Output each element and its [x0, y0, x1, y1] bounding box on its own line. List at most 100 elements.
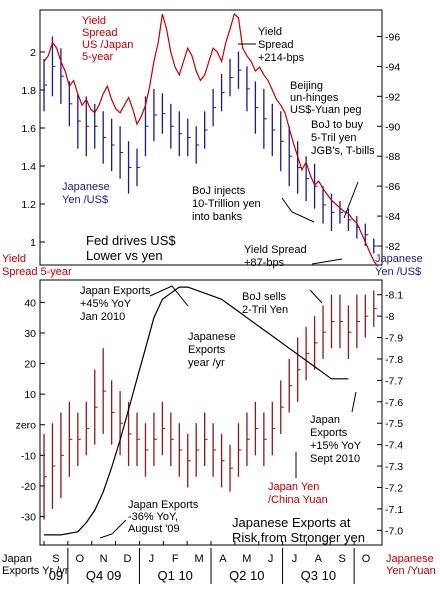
ann-exports-aug-2: -36% YoY,	[128, 511, 178, 523]
x-month-label: O	[362, 553, 371, 565]
x-month-label: J	[292, 553, 298, 565]
yield-spread-line	[43, 12, 379, 268]
bottom-right-tick-label: -7.9	[385, 333, 403, 345]
left-axis-title-top-1: Yield	[2, 253, 26, 265]
ann-boj-buy-3: JGB's, T-bills	[311, 145, 375, 157]
x-month-label: O	[76, 553, 85, 565]
ann-yen-yuan-2: /China Yuan	[268, 494, 328, 506]
ann-japanese-yen-2: Yen /US$	[62, 194, 108, 206]
top-right-tick-label: -96	[385, 31, 400, 43]
ann-fed-drives-2: Lower vs yen	[86, 248, 163, 263]
ann-exports-yr-2: Exports	[188, 344, 226, 356]
top-left-tick-label: 1.2	[21, 199, 36, 211]
ann-exports-aug-3: August '09	[128, 523, 180, 535]
ann-yield-spread-2: Spread	[82, 27, 117, 39]
top-right-tick-label: -94	[385, 61, 400, 73]
x-month-label: M	[242, 553, 251, 565]
ann-exports-sept-2: Exports	[310, 427, 348, 439]
x-quarter-label: Q4 09	[86, 568, 121, 583]
bottom-right-tick-label: -8	[385, 311, 394, 323]
bottom-right-tick-label: -7.6	[385, 397, 403, 409]
ann-yield-spread-3: US /Japan	[82, 39, 133, 51]
x-quarter-label: 09	[49, 568, 63, 583]
x-month-label: S	[339, 553, 346, 565]
ann-boj-buy-2: 5-Tril yen	[311, 132, 356, 144]
japan-exports-line	[44, 286, 349, 536]
ann-risk-1: Japanese Exports at	[232, 515, 351, 530]
ann-exports-sept-1: Japan	[310, 414, 340, 426]
top-left-tick-label: 1.8	[21, 85, 36, 97]
ann-boj-sells-2: 2-Tril Yen	[242, 304, 288, 316]
ann-spread-214-2: Spread	[258, 39, 293, 51]
top-left-tick-label: 1	[30, 237, 36, 249]
ann-yen-yuan-1: Japan Yen	[268, 481, 319, 493]
ann-yield-spread-4: 5-year	[82, 51, 114, 63]
ann-exports-aug-1: Japan Exports	[128, 499, 199, 511]
x-month-label: J	[268, 553, 274, 565]
top-right-tick-label: -82	[385, 241, 400, 253]
ann-boj-sells-1: BoJ sells	[242, 291, 287, 303]
bottom-right-tick-label: -7.4	[385, 440, 403, 452]
ann-spread-87-1: Yield Spread	[244, 244, 307, 256]
ann-exports-jan-3: Jan 2010	[80, 311, 125, 323]
right-axis-title-top-1: Japanese	[375, 253, 423, 265]
bottom-left-tick-label: 10	[24, 389, 36, 401]
right-axis-title-bottom-2: Yen /Yuan	[386, 565, 436, 577]
ann-spread-87-2: +87-bps	[244, 257, 285, 269]
ann-japanese-yen-1: Japanese	[62, 181, 110, 193]
ann-exports-jan-1: Japan Exports	[80, 285, 151, 297]
bottom-right-tick-label: -7.8	[385, 354, 403, 366]
bottom-right-tick-label: -7.0	[385, 525, 403, 537]
ann-risk-2: Risk from Stronger yen	[232, 530, 365, 545]
left-axis-title-bottom-1: Japan	[2, 553, 32, 565]
ann-beijing-1: Beijing	[290, 80, 323, 92]
ann-beijing-3: US$-Yuan peg	[290, 104, 362, 116]
bottom-left-tick-label: 40	[24, 297, 36, 309]
x-month-label: D	[124, 553, 132, 565]
bottom-right-tick-label: -8.1	[385, 290, 403, 302]
top-right-tick-label: -86	[385, 181, 400, 193]
x-month-label: F	[172, 553, 179, 565]
x-month-label: M	[194, 553, 203, 565]
ann-boj-sells-pointer	[309, 289, 323, 304]
ann-exports-sept-pointer	[351, 391, 357, 413]
x-month-label: A	[219, 553, 227, 565]
ann-exports-aug-pointer	[99, 519, 127, 539]
ann-yield-spread-1: Yield	[82, 15, 106, 27]
ann-exports-sept-4: Sept 2010	[310, 453, 360, 465]
bottom-right-tick-label: -7.3	[385, 461, 403, 473]
ann-boj-injects-2: 10-Trillion yen	[192, 198, 261, 210]
ann-spread-214-3: +214-bps	[258, 52, 305, 64]
bottom-right-tick-label: -7.2	[385, 482, 403, 494]
bottom-right-tick-label: -7.7	[385, 375, 403, 387]
top-right-tick-label: -88	[385, 151, 400, 163]
top-left-tick-label: 1.4	[21, 161, 36, 173]
ann-boj-buy-pointer	[343, 181, 359, 219]
x-month-label: A	[315, 553, 323, 565]
bottom-left-tick-label: -20	[21, 481, 36, 493]
bottom-right-tick-label: -7.5	[385, 418, 403, 430]
bottom-left-tick-label: 20	[24, 359, 36, 371]
right-axis-title-bottom-1: Japanese	[386, 553, 434, 565]
ann-exports-sept-3: +15% YoY	[310, 440, 362, 452]
bottom-right-tick-label: -7.1	[385, 504, 403, 516]
top-right-tick-label: -92	[385, 91, 400, 103]
x-month-label: J	[149, 553, 155, 565]
x-month-label: S	[52, 553, 59, 565]
ann-spread-87-pointer	[311, 258, 343, 265]
bottom-left-tick-label: 30	[24, 328, 36, 340]
ann-boj-buy-1: BoJ to buy	[311, 119, 363, 131]
left-axis-title-bottom-2: Exports Yr /yr	[2, 565, 69, 577]
ann-boj-injects-pointer	[281, 197, 315, 223]
top-right-tick-label: -84	[385, 211, 400, 223]
right-axis-title-top-2: Yen /US$	[375, 266, 421, 278]
ann-boj-injects-1: BoJ injects	[192, 185, 246, 197]
x-quarter-label: Q3 10	[301, 568, 336, 583]
top-right-tick-label: -90	[385, 121, 400, 133]
bottom-left-tick-label: -30	[21, 512, 36, 524]
ann-exports-yr-3: year /yr	[188, 357, 225, 369]
top-left-tick-label: 1.6	[21, 123, 36, 135]
ann-exports-jan-pointer	[149, 285, 189, 307]
